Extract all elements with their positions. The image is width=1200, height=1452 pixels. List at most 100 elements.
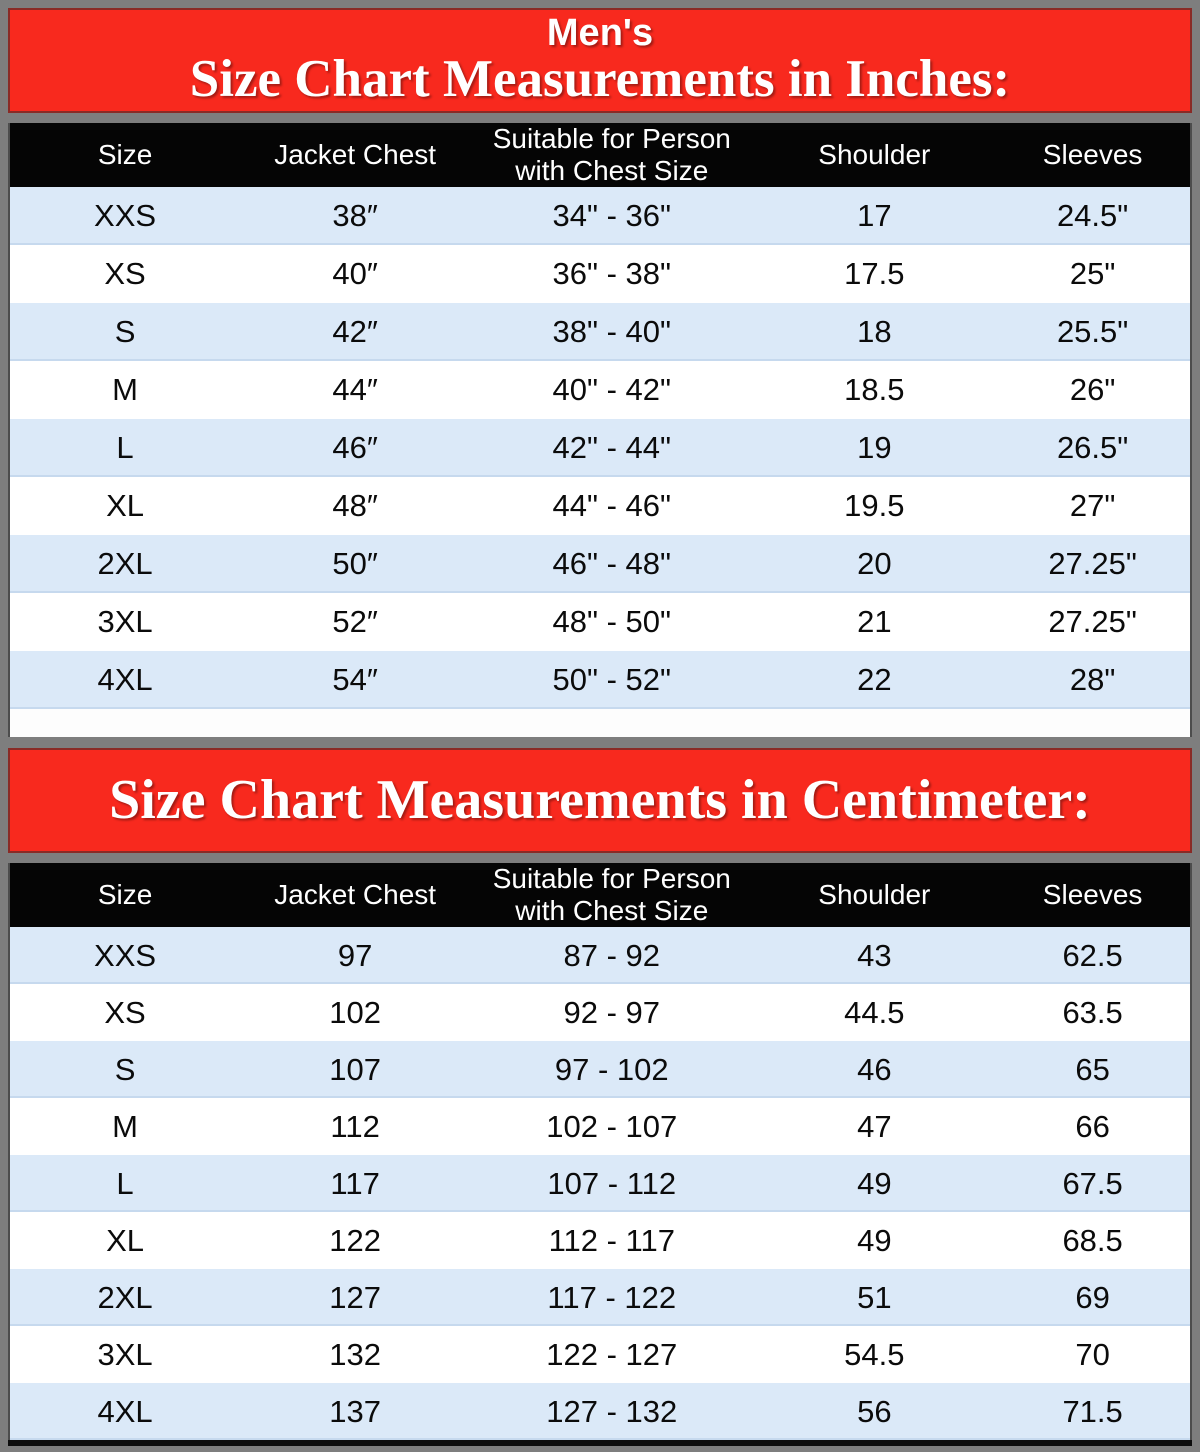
column-header-label: Shoulder — [818, 138, 931, 170]
table-row: M 44″ 40" - 42" 18.5 26" — [10, 361, 1190, 419]
centimeter-table-body: XXS 97 87 - 92 43 62.5 XS 102 92 - 97 44… — [10, 927, 1190, 1440]
table-row: XL 122 112 - 117 49 68.5 — [10, 1212, 1190, 1269]
table-row: S 107 97 - 102 46 65 — [10, 1041, 1190, 1098]
table-cell-sleeves: 26" — [1069, 372, 1116, 407]
column-header-size: Size — [10, 863, 240, 927]
table-cell-suitable: 50" - 52" — [552, 662, 672, 697]
table-cell-sleeves: 28" — [1069, 662, 1116, 697]
table-cell-shoulder: 18.5 — [844, 372, 905, 407]
inches-table-footer-strip — [8, 709, 1192, 737]
centimeter-table: Size Jacket Chest Suitable for Person wi… — [8, 863, 1192, 1440]
column-header-label: Size — [97, 138, 153, 170]
table-row: XXS 38″ 34" - 36" 17 24.5" — [10, 187, 1190, 245]
column-header-size: Size — [10, 123, 240, 187]
table-row: 3XL 132 122 - 127 54.5 70 — [10, 1326, 1190, 1383]
table-row: M 112 102 - 107 47 66 — [10, 1098, 1190, 1155]
table-cell-shoulder: 56 — [857, 1393, 892, 1429]
table-cell-jacket-chest: 112 — [330, 1108, 380, 1144]
table-cell-suitable: 112 - 117 — [548, 1222, 675, 1258]
table-cell-sleeves: 66 — [1075, 1108, 1110, 1144]
table-cell-size: S — [114, 314, 136, 349]
table-cell-size: L — [116, 430, 134, 465]
table-cell-shoulder: 43 — [857, 937, 892, 973]
column-header-suitable: Suitable for Person with Chest Size — [470, 123, 753, 187]
table-cell-jacket-chest: 107 — [329, 1051, 381, 1087]
centimeter-banner: Size Chart Measurements in Centimeter: — [8, 748, 1192, 853]
table-row: 3XL 52″ 48" - 50" 21 27.25" — [10, 593, 1190, 651]
table-row: XL 48″ 44" - 46" 19.5 27" — [10, 477, 1190, 535]
table-cell-sleeves: 70 — [1075, 1336, 1110, 1372]
table-cell-jacket-chest: 48″ — [332, 488, 378, 523]
table-cell-suitable: 87 - 92 — [563, 937, 661, 973]
table-cell-sleeves: 71.5 — [1062, 1393, 1123, 1429]
table-cell-shoulder: 51 — [857, 1279, 892, 1315]
table-cell-size: XS — [104, 256, 146, 291]
table-cell-sleeves: 24.5" — [1056, 198, 1129, 233]
table-cell-shoulder: 47 — [857, 1108, 892, 1144]
table-cell-jacket-chest: 137 — [329, 1393, 381, 1429]
table-cell-suitable: 34" - 36" — [552, 198, 672, 233]
inches-table-header: Size Jacket Chest Suitable for Person wi… — [10, 123, 1190, 187]
table-cell-size: 2XL — [97, 546, 153, 581]
table-cell-jacket-chest: 102 — [329, 994, 381, 1030]
table-row: XS 40″ 36" - 38" 17.5 25" — [10, 245, 1190, 303]
table-cell-suitable: 127 - 132 — [546, 1393, 678, 1429]
table-row: 4XL 137 127 - 132 56 71.5 — [10, 1383, 1190, 1440]
table-cell-sleeves: 68.5 — [1062, 1222, 1123, 1258]
table-cell-size: S — [114, 1051, 136, 1087]
table-cell-jacket-chest: 132 — [329, 1336, 381, 1372]
table-cell-size: 4XL — [97, 1393, 153, 1429]
table-cell-size: 2XL — [97, 1279, 153, 1315]
inches-title: Size Chart Measurements in Inches: — [189, 49, 1011, 108]
table-row: 2XL 127 117 - 122 51 69 — [10, 1269, 1190, 1326]
table-cell-jacket-chest: 127 — [329, 1279, 381, 1315]
table-cell-jacket-chest: 117 — [330, 1165, 380, 1201]
table-cell-suitable: 38" - 40" — [552, 314, 672, 349]
column-header-sleeves: Sleeves — [995, 863, 1190, 927]
column-header-label: Jacket Chest — [274, 138, 437, 170]
table-row: L 117 107 - 112 49 67.5 — [10, 1155, 1190, 1212]
centimeter-table-header: Size Jacket Chest Suitable for Person wi… — [10, 863, 1190, 927]
table-cell-jacket-chest: 97 — [337, 937, 373, 973]
table-row: XXS 97 87 - 92 43 62.5 — [10, 927, 1190, 984]
column-header-sleeves: Sleeves — [995, 123, 1190, 187]
inches-table: Size Jacket Chest Suitable for Person wi… — [8, 123, 1192, 709]
table-cell-shoulder: 49 — [857, 1222, 892, 1258]
table-cell-shoulder: 46 — [857, 1051, 892, 1087]
table-cell-size: M — [112, 372, 138, 407]
table-cell-jacket-chest: 54″ — [332, 662, 378, 697]
column-header-suitable: Suitable for Person with Chest Size — [470, 863, 753, 927]
centimeter-title: Size Chart Measurements in Centimeter: — [109, 769, 1091, 832]
table-cell-suitable: 92 - 97 — [563, 994, 661, 1030]
table-cell-sleeves: 67.5 — [1062, 1165, 1123, 1201]
table-row: L 46″ 42" - 44" 19 26.5" — [10, 419, 1190, 477]
table-row: S 42″ 38" - 40" 18 25.5" — [10, 303, 1190, 361]
table-cell-jacket-chest: 50″ — [332, 546, 378, 581]
column-header-label: Sleeves — [1042, 878, 1143, 910]
table-cell-size: XL — [106, 1222, 144, 1258]
table-cell-suitable: 48" - 50" — [552, 604, 672, 639]
column-header-shoulder: Shoulder — [753, 863, 995, 927]
table-cell-suitable: 46" - 48" — [552, 546, 672, 581]
table-cell-suitable: 107 - 112 — [547, 1165, 677, 1201]
table-cell-suitable: 122 - 127 — [546, 1336, 678, 1372]
table-cell-sleeves: 27.25" — [1048, 546, 1137, 581]
table-cell-sleeves: 69 — [1075, 1279, 1110, 1315]
table-cell-jacket-chest: 44″ — [332, 372, 378, 407]
table-cell-shoulder: 54.5 — [844, 1336, 905, 1372]
table-cell-shoulder: 22 — [857, 662, 892, 697]
table-cell-size: XS — [104, 994, 146, 1030]
column-header-jacket-chest: Jacket Chest — [240, 123, 470, 187]
table-cell-size: XXS — [94, 937, 157, 973]
table-cell-size: M — [112, 1108, 138, 1144]
table-cell-sleeves: 27.25" — [1048, 604, 1137, 639]
table-cell-suitable: 44" - 46" — [552, 488, 672, 523]
column-header-label: Size — [97, 878, 153, 910]
table-cell-shoulder: 44.5 — [844, 994, 905, 1030]
table-cell-suitable: 40" - 42" — [552, 372, 672, 407]
column-header-label: Shoulder — [818, 878, 931, 910]
column-header-label: Sleeves — [1042, 138, 1143, 170]
table-cell-suitable: 36" - 38" — [552, 256, 672, 291]
column-header-label: Jacket Chest — [274, 878, 437, 910]
table-cell-suitable: 42" - 44" — [552, 430, 672, 465]
